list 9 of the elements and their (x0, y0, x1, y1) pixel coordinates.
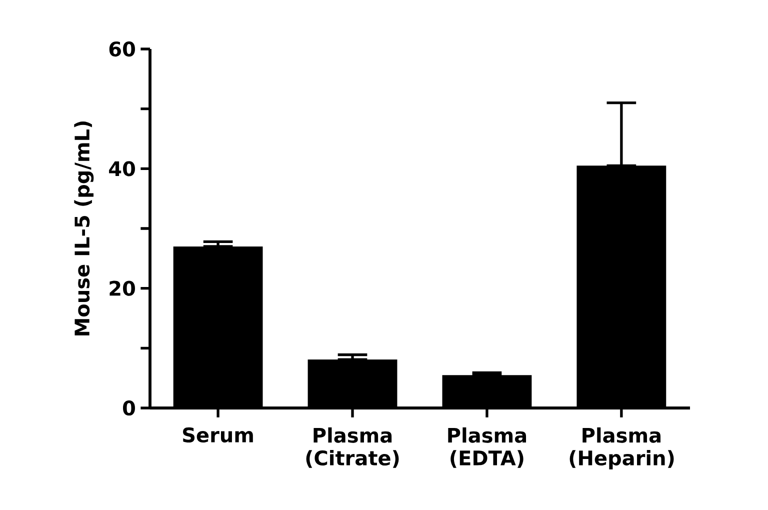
y-tick-label: 0 (123, 400, 135, 416)
y-tick-label: 40 (109, 161, 135, 176)
x-tick-label: Serum (183, 427, 253, 442)
y-axis-title: Mouse IL-5 (pg/mL) (74, 121, 94, 336)
x-tick-label: Plasma (Citrate) (306, 427, 399, 468)
x-tick-label: Plasma (EDTA) (448, 427, 526, 468)
y-tick-label: 60 (109, 41, 135, 57)
x-tick-label: Plasma (Heparin) (570, 427, 674, 470)
y-tick-label: 20 (110, 280, 135, 296)
